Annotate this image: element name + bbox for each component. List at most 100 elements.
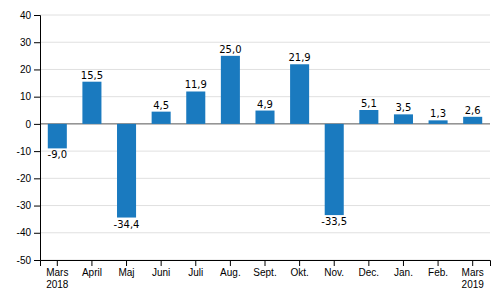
x-tick: Sept.: [253, 260, 276, 278]
y-tick: -30: [17, 200, 40, 211]
y-tick-label: 10: [20, 91, 32, 102]
y-tick-mark: [34, 260, 40, 261]
y-tick-label: 20: [20, 64, 32, 75]
x-tick-mark: [438, 260, 439, 266]
bar: [394, 114, 413, 124]
x-axis: Mars2018 April Maj Juni Juli Aug. Sept. Okt. Nov…: [41, 260, 491, 290]
chart: -50 -40 -30 -20 -10 0 10 20 30 40 Mars2018 April Maj…: [0, 0, 500, 300]
y-tick: -10: [17, 146, 40, 157]
bar: [82, 82, 101, 124]
data-label: -9,0: [48, 149, 68, 160]
bar: [152, 112, 171, 124]
x-tick-mark: [472, 260, 473, 266]
x-tick: Okt.: [290, 260, 308, 278]
x-tick-label: April: [82, 267, 102, 278]
data-label: -34,4: [114, 219, 140, 230]
x-tick-label: Mars2019: [462, 267, 485, 290]
y-tick: 40: [20, 10, 40, 21]
grid-line: [40, 178, 490, 179]
x-tick-mark: [91, 260, 92, 266]
x-tick-mark: [230, 260, 231, 266]
data-label: 11,9: [185, 79, 207, 90]
data-label: 4,9: [257, 99, 273, 110]
y-tick: 0: [25, 119, 40, 130]
data-label: 25,0: [219, 44, 241, 55]
plot: -50 -40 -30 -20 -10 0 10 20 30 40 Mars2018 April Maj…: [17, 10, 491, 290]
data-label: 2,6: [465, 105, 481, 116]
bar: [255, 111, 274, 124]
data-label: 3,5: [396, 102, 412, 113]
data-labels: -9,0 15,5 -34,4 4,5 11,9 25,0 4,9 21,9 -33,5 5,1 3…: [48, 44, 481, 230]
data-label: 4,5: [153, 100, 169, 111]
y-tick-mark: [34, 69, 40, 70]
y-tick-mark: [34, 178, 40, 179]
data-label: 15,5: [81, 70, 103, 81]
x-tick-label: Dec.: [359, 267, 380, 278]
x-tick: Maj: [118, 260, 134, 278]
x-tick-label: Feb.: [428, 267, 448, 278]
y-tick-mark: [34, 206, 40, 207]
x-tick: Dec.: [359, 260, 380, 278]
bar: [325, 124, 344, 215]
x-tick: Mars2018: [46, 260, 69, 290]
y-tick: 20: [20, 64, 40, 75]
x-tick-label: Sept.: [253, 267, 276, 278]
x-tick-mark: [126, 260, 127, 266]
y-tick: -50: [17, 255, 40, 266]
grid-line: [40, 232, 490, 233]
y-tick-mark: [34, 151, 40, 152]
bar: [359, 110, 378, 124]
x-tick: Aug.: [220, 260, 241, 278]
x-tick: Juli: [188, 260, 203, 278]
bars: [48, 56, 482, 218]
x-tick: Nov.: [324, 260, 344, 278]
grid-line: [40, 205, 490, 206]
bar: [429, 120, 448, 124]
y-tick-mark: [34, 97, 40, 98]
x-tick-label: Maj: [118, 267, 134, 278]
y-tick-label: 40: [20, 10, 32, 21]
grid-line: [40, 15, 490, 16]
y-tick: -40: [17, 227, 40, 238]
y-tick-label: -10: [17, 146, 32, 157]
x-tick: April: [82, 260, 102, 278]
bar: [463, 117, 482, 124]
x-tick-mark: [334, 260, 335, 266]
grid-line: [40, 151, 490, 152]
x-tick-mark: [265, 260, 266, 266]
data-label: 5,1: [361, 98, 377, 109]
bar: [117, 124, 136, 218]
x-tick-label: Nov.: [324, 267, 344, 278]
x-tick-mark: [299, 260, 300, 266]
y-tick-label: -50: [17, 255, 32, 266]
y-tick-label: -40: [17, 227, 32, 238]
y-tick: -20: [17, 173, 40, 184]
y-tick-mark: [34, 15, 40, 16]
y-tick-mark: [34, 233, 40, 234]
bar: [221, 56, 240, 124]
x-tick-mark: [403, 260, 404, 266]
x-tick-mark: [195, 260, 196, 266]
x-tick: Juni: [152, 260, 170, 278]
x-axis-line: [41, 261, 491, 267]
data-label: 1,3: [430, 108, 446, 119]
y-tick: 10: [20, 91, 40, 102]
y-tick-label: 30: [20, 37, 32, 48]
x-tick-mark: [368, 260, 369, 266]
bar: [48, 124, 67, 149]
grid-line: [40, 42, 490, 43]
y-axis: -50 -40 -30 -20 -10 0 10 20 30 40: [17, 10, 41, 266]
x-tick-label: Okt.: [290, 267, 308, 278]
y-axis-line: [34, 16, 41, 261]
y-tick-label: -30: [17, 200, 32, 211]
data-label: 21,9: [288, 52, 310, 63]
y-tick-mark: [34, 42, 40, 43]
x-tick-label: Jan.: [394, 267, 413, 278]
y-tick-label: 0: [25, 119, 31, 130]
y-tick: 30: [20, 37, 40, 48]
x-tick-mark: [57, 260, 58, 266]
data-label: -33,5: [321, 216, 347, 227]
grid: [40, 15, 490, 260]
grid-line: [40, 69, 490, 70]
y-tick-label: -20: [17, 173, 32, 184]
